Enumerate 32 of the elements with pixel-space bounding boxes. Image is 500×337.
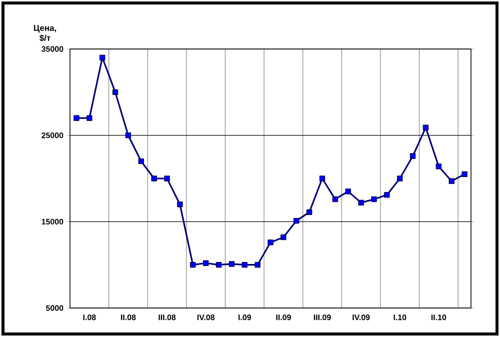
- point: [422, 124, 429, 130]
- point: [448, 178, 454, 184]
- point: [74, 115, 80, 121]
- point: [242, 262, 248, 268]
- point: [280, 234, 286, 240]
- point: [228, 261, 235, 267]
- point: [138, 158, 144, 164]
- point: [216, 262, 222, 268]
- point: [100, 54, 106, 60]
- point: [254, 262, 260, 268]
- point: [462, 171, 468, 178]
- point: [164, 176, 170, 182]
- y-axis-title: Цена, $/т: [34, 25, 56, 42]
- point: [151, 176, 157, 182]
- point: [332, 196, 338, 202]
- point: [86, 115, 92, 121]
- point: [112, 89, 118, 96]
- point: [306, 209, 312, 216]
- point: [410, 153, 416, 159]
- point: [190, 262, 196, 268]
- point: [202, 260, 209, 266]
- point: [358, 200, 364, 206]
- point: [345, 188, 351, 194]
- point: [371, 196, 377, 202]
- point: [268, 240, 274, 246]
- point: [397, 176, 403, 182]
- point: [319, 176, 326, 182]
- point: [436, 164, 442, 170]
- point: [294, 218, 300, 224]
- point: [125, 132, 132, 138]
- point: [384, 192, 390, 198]
- point: [177, 202, 183, 208]
